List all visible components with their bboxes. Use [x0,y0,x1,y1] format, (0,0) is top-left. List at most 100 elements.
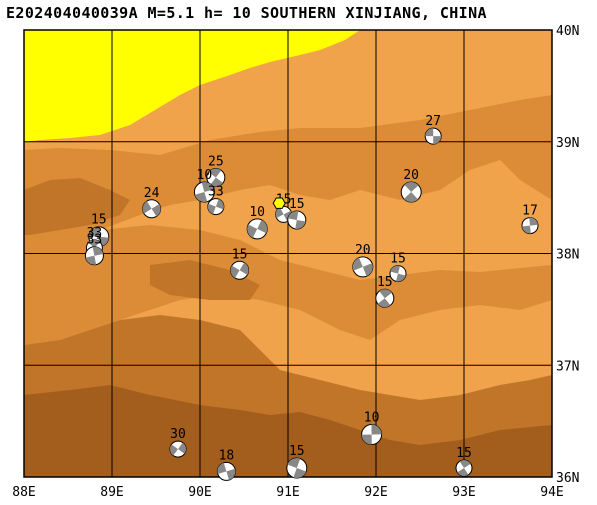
lon-tick-label: 93E [452,485,475,500]
depth-label: 33 [87,233,103,248]
depth-label: 10 [197,168,213,183]
focal-mechanism-beachball[interactable]: 17 [521,204,539,235]
focal-mechanism-beachball[interactable]: 20 [400,168,422,203]
depth-label: 15 [91,213,107,228]
lon-tick-label: 91E [276,485,299,500]
beachball-quadrant [377,298,391,308]
beachball-quadrant [85,255,97,265]
lat-tick-label: 37N [556,359,579,374]
depth-label: 15 [390,252,406,267]
lat-tick-label: 38N [556,248,579,263]
beachball-quadrant [457,468,469,477]
beachball-quadrant [215,199,224,210]
beachball-quadrant [362,263,373,277]
focal-mechanism-layer: 2725103324153333101515201715201515103018… [84,114,539,481]
beachball-quadrant [201,182,215,193]
beachball-quadrant [287,458,301,469]
focal-mechanism-beachball[interactable]: 10 [246,205,268,240]
lon-tick-label: 94E [540,485,563,500]
beachball-quadrant [142,201,152,214]
depth-label: 27 [425,114,441,129]
lat-tick-label: 36N [556,471,579,486]
epicenter-hexagon-icon[interactable] [272,197,286,209]
beachball-quadrant [88,239,100,248]
beachball-quadrant [208,168,222,178]
depth-label: 15 [289,444,305,459]
map-frame [23,29,553,478]
focal-mechanism-beachball[interactable]: 18 [216,448,236,481]
beachball-quadrant [371,424,382,435]
beachball-quadrant [88,226,100,237]
beachball-quadrant [247,224,258,238]
depth-label: 15 [289,197,305,212]
depth-label: 10 [249,205,265,220]
beachball-quadrant [404,182,419,193]
beachball-quadrant [295,219,306,229]
focal-mechanism-beachball[interactable]: 10 [361,411,383,446]
lat-lon-grid [24,30,552,477]
lat-tick-label: 40N [556,24,579,39]
focal-mechanism-beachball[interactable]: 15 [230,247,250,280]
beachball-quadrant [403,192,419,203]
focal-mechanism-beachball[interactable]: 27 [424,114,442,145]
focal-mechanism-beachball[interactable]: 15 [375,275,395,308]
lon-tick-label: 89E [100,485,123,500]
beachball-quadrant [287,210,299,220]
beachball-quadrant [425,128,434,137]
beachball-quadrant [239,262,249,275]
depth-label: 20 [355,243,371,258]
map-title: E202404040039A M=5.1 h= 10 SOUTHERN XINJ… [6,4,487,22]
beachball-quadrant [361,434,372,445]
beachball-quadrant [395,273,406,282]
beachball-quadrant [226,468,236,481]
beachball-quadrant [293,468,307,479]
depth-label: 15 [456,446,472,461]
yellow-region [24,30,360,142]
beachball-quadrant [217,462,227,475]
beachball-quadrant [522,225,531,234]
beachball-quadrant [170,444,178,456]
beachball-quadrant [194,192,208,203]
beachball-quadrant [275,207,284,219]
depth-label: 20 [403,168,419,183]
longitude-tick-labels: 88E 89E 90E 91E 92E 93E 94E [12,485,563,500]
latitude-tick-labels: 36N 37N 38N 39N 40N [556,24,579,486]
focal-mechanism-beachball[interactable]: 24 [142,186,162,219]
depth-label: 33 [208,185,224,200]
focal-mechanism-beachball[interactable]: 33 [84,233,104,266]
focal-mechanism-beachball[interactable]: 15 [286,444,308,479]
beachball-quadrant [210,177,224,187]
depth-label: 18 [219,448,235,463]
focal-mechanism-beachball[interactable]: 15 [389,252,407,283]
depth-label: 10 [364,411,380,426]
beachball-quadrant [178,442,186,454]
beachball-quadrant [92,246,104,256]
terrain-peak-patch [150,260,260,300]
beachball-quadrant [352,257,363,271]
beachball-quadrant [207,203,216,215]
focal-mechanism-beachball[interactable]: 10 [193,168,215,203]
depth-label: 30 [170,427,186,442]
focal-mechanism-beachball[interactable]: 33 [207,185,225,216]
depth-label: 33 [87,226,103,241]
depth-label: 24 [144,186,160,201]
beachball-quadrant [257,219,268,234]
beachball-quadrant [379,289,392,299]
lon-tick-label: 88E [12,485,35,500]
focal-mechanism-beachball[interactable]: 20 [352,243,374,278]
depth-label: 15 [232,247,248,262]
focal-mechanism-beachball[interactable]: 15 [287,197,307,230]
beachball-quadrant [459,460,471,469]
beachball-quadrant [151,204,161,217]
focal-mechanism-beachball[interactable]: 30 [169,427,187,458]
lon-tick-label: 92E [364,485,387,500]
focal-mechanism-beachball[interactable]: 15 [455,446,473,477]
terrain-peak-patch [24,178,130,235]
focal-mechanism-beachball[interactable]: 25 [206,155,226,188]
beachball-quadrant [390,265,401,274]
beachball-quadrant [230,265,240,278]
lon-tick-label: 90E [188,485,211,500]
beachball-quadrant [433,136,442,145]
epicenter-marker [272,197,286,209]
